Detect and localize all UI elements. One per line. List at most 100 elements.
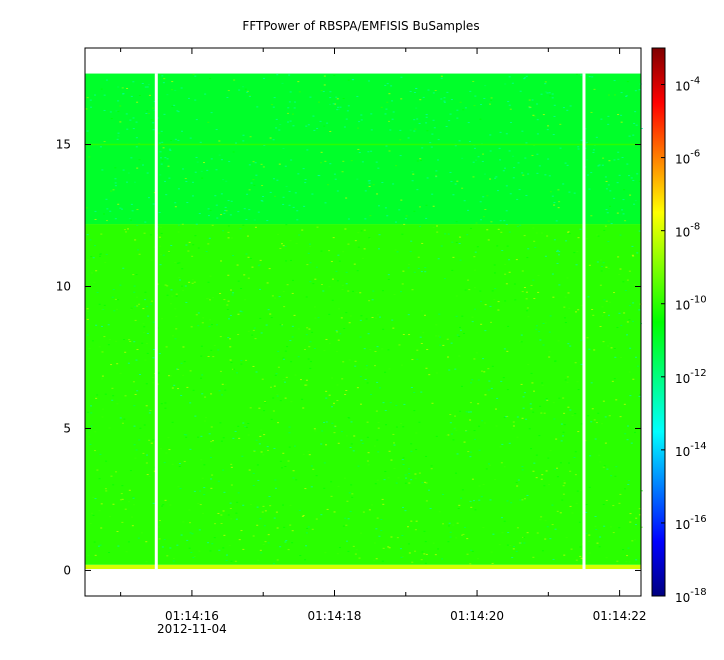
texture-speck	[135, 146, 138, 148]
texture-speck	[553, 204, 556, 206]
texture-speck	[273, 97, 276, 99]
texture-speck	[217, 480, 220, 482]
texture-speck	[179, 488, 182, 490]
texture-speck	[369, 238, 372, 240]
texture-speck	[153, 349, 156, 351]
texture-speck	[290, 159, 293, 161]
texture-speck	[585, 142, 588, 144]
texture-speck	[473, 287, 476, 289]
texture-speck	[268, 495, 271, 497]
texture-speck	[425, 500, 428, 502]
texture-speck	[92, 257, 95, 259]
texture-speck	[311, 528, 314, 530]
texture-speck	[574, 362, 577, 364]
texture-speck	[115, 471, 118, 473]
texture-speck	[208, 237, 211, 239]
texture-speck	[632, 378, 635, 380]
texture-speck	[523, 78, 526, 80]
texture-speck	[548, 356, 551, 358]
texture-speck	[347, 105, 350, 107]
texture-speck	[198, 490, 201, 492]
texture-speck	[160, 254, 163, 256]
texture-speck	[146, 454, 149, 456]
texture-speck	[136, 349, 139, 351]
texture-speck	[426, 130, 429, 132]
texture-speck	[552, 558, 555, 560]
texture-speck	[218, 549, 221, 551]
texture-speck	[176, 544, 179, 546]
texture-speck	[420, 343, 423, 345]
texture-speck	[626, 279, 629, 281]
texture-speck	[119, 372, 122, 374]
texture-speck	[111, 387, 114, 389]
texture-speck	[279, 124, 282, 126]
texture-speck	[217, 349, 220, 351]
texture-speck	[229, 214, 232, 216]
heatmap-layer	[85, 73, 643, 570]
texture-speck	[134, 306, 137, 308]
texture-speck	[101, 375, 104, 377]
texture-speck	[418, 472, 421, 474]
texture-speck	[149, 303, 152, 305]
texture-speck	[240, 360, 243, 362]
texture-speck	[227, 274, 230, 276]
texture-speck	[422, 96, 425, 98]
texture-speck	[563, 412, 566, 414]
texture-speck	[581, 305, 584, 307]
texture-speck	[389, 129, 392, 131]
texture-speck	[427, 489, 430, 491]
texture-speck	[232, 255, 235, 257]
texture-speck	[489, 464, 492, 466]
texture-speck	[540, 516, 543, 518]
texture-speck	[328, 250, 331, 252]
texture-speck	[545, 398, 548, 400]
texture-speck	[263, 401, 266, 403]
texture-speck	[435, 170, 438, 172]
texture-speck	[195, 223, 198, 225]
texture-speck	[384, 371, 387, 373]
texture-speck	[233, 79, 236, 81]
texture-speck	[569, 470, 572, 472]
texture-speck	[101, 378, 104, 380]
texture-speck	[470, 506, 473, 508]
texture-speck	[610, 347, 613, 349]
texture-speck	[356, 270, 359, 272]
texture-speck	[220, 260, 223, 262]
texture-speck	[391, 118, 394, 120]
texture-speck	[480, 300, 483, 302]
texture-speck	[399, 548, 402, 550]
texture-speck	[95, 397, 98, 399]
texture-speck	[558, 251, 561, 253]
texture-speck	[518, 542, 521, 544]
texture-speck	[142, 323, 145, 325]
texture-speck	[523, 536, 526, 538]
texture-speck	[209, 456, 212, 458]
texture-speck	[557, 207, 560, 209]
texture-speck	[218, 390, 221, 392]
texture-speck	[348, 359, 351, 361]
texture-speck	[135, 137, 138, 139]
texture-speck	[622, 549, 625, 551]
texture-speck	[636, 252, 639, 254]
band-lower	[85, 224, 641, 565]
texture-speck	[121, 422, 124, 424]
texture-speck	[215, 129, 218, 131]
texture-speck	[445, 125, 448, 127]
texture-speck	[543, 485, 546, 487]
texture-speck	[114, 185, 117, 187]
texture-speck	[384, 207, 387, 209]
texture-speck	[133, 425, 136, 427]
texture-speck	[193, 281, 196, 283]
texture-speck	[512, 177, 515, 179]
texture-speck	[392, 183, 395, 185]
texture-speck	[579, 555, 582, 557]
texture-speck	[599, 259, 602, 261]
texture-speck	[347, 416, 350, 418]
texture-speck	[227, 225, 230, 227]
texture-speck	[381, 290, 384, 292]
texture-speck	[500, 231, 503, 233]
texture-speck	[238, 539, 241, 541]
texture-speck	[411, 180, 414, 182]
texture-speck	[210, 426, 213, 428]
texture-speck	[632, 134, 635, 136]
